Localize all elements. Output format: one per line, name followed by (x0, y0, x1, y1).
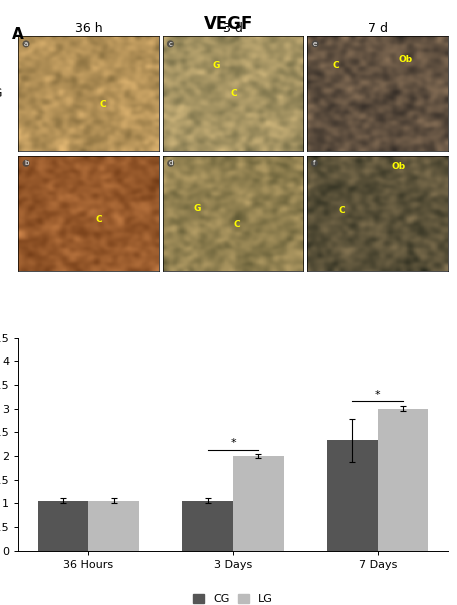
Text: *: * (375, 390, 381, 399)
Title: 36 h: 36 h (74, 22, 102, 35)
Text: a: a (24, 41, 28, 47)
Text: d: d (169, 160, 173, 166)
Text: b: b (24, 160, 28, 166)
Text: f: f (313, 160, 316, 166)
Text: C: C (233, 220, 239, 229)
Y-axis label: CG: CG (0, 87, 3, 100)
Text: C: C (333, 62, 340, 70)
Text: C: C (230, 89, 237, 98)
Text: C: C (96, 215, 102, 224)
Text: C: C (338, 206, 345, 215)
Text: c: c (169, 41, 172, 47)
Title: 7 d: 7 d (368, 22, 388, 35)
Text: Ob: Ob (392, 163, 406, 171)
Bar (327, 440, 377, 551)
Bar (182, 501, 233, 551)
Bar (89, 501, 139, 551)
Y-axis label: LG: LG (0, 207, 2, 220)
Text: *: * (230, 439, 236, 448)
Bar (38, 501, 89, 551)
Text: Ob: Ob (399, 54, 413, 64)
Legend: CG, LG: CG, LG (189, 589, 277, 605)
Bar (233, 456, 284, 551)
Text: G: G (212, 62, 219, 70)
Text: VEGF: VEGF (204, 15, 253, 33)
Bar (377, 408, 428, 551)
Text: A: A (11, 27, 23, 42)
Text: e: e (313, 41, 317, 47)
Text: G: G (194, 204, 201, 213)
Text: C: C (100, 100, 106, 110)
Title: 3 d: 3 d (223, 22, 243, 35)
